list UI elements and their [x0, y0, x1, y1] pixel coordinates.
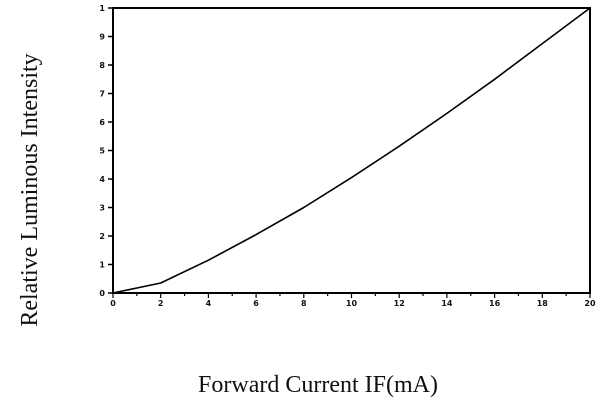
- y-tick-label: 4: [99, 175, 105, 184]
- x-tick-label: 14: [441, 299, 453, 308]
- series-group: [112, 7, 591, 294]
- plot-frame: [112, 7, 591, 294]
- y-tick-label: 6: [99, 118, 105, 127]
- x-tick-label: 20: [584, 299, 596, 308]
- x-tick-label: 8: [301, 299, 307, 308]
- x-ticks-group: 0 2 4 6 8 10 12 14 16 18 20: [110, 293, 596, 308]
- x-tick-label: 0: [110, 299, 116, 308]
- y-ticks-group: 0 1 2 3 4 5 6 7 8 9 1: [99, 4, 113, 298]
- y-tick-label: 2: [99, 232, 105, 241]
- y-tick-label: 9: [99, 33, 105, 42]
- x-tick-label: 16: [489, 299, 501, 308]
- y-axis-label: Relative Luminous Intensity: [17, 53, 43, 326]
- y-tick-label: 1: [99, 261, 105, 270]
- y-tick-label: 1: [99, 4, 105, 13]
- series-line: [112, 7, 591, 294]
- x-tick-label: 10: [346, 299, 358, 308]
- y-tick-label: 8: [99, 61, 105, 70]
- y-tick-label: 0: [99, 289, 105, 298]
- x-axis-label: Forward Current IF(mA): [198, 372, 438, 398]
- x-tick-label: 12: [394, 299, 405, 308]
- y-tick-label: 3: [99, 204, 105, 213]
- y-tick-label: 5: [99, 147, 105, 156]
- x-tick-label: 18: [537, 299, 549, 308]
- x-tick-label: 4: [206, 299, 212, 308]
- x-tick-label: 2: [158, 299, 164, 308]
- x-tick-label: 6: [253, 299, 259, 308]
- y-tick-label: 7: [99, 90, 105, 99]
